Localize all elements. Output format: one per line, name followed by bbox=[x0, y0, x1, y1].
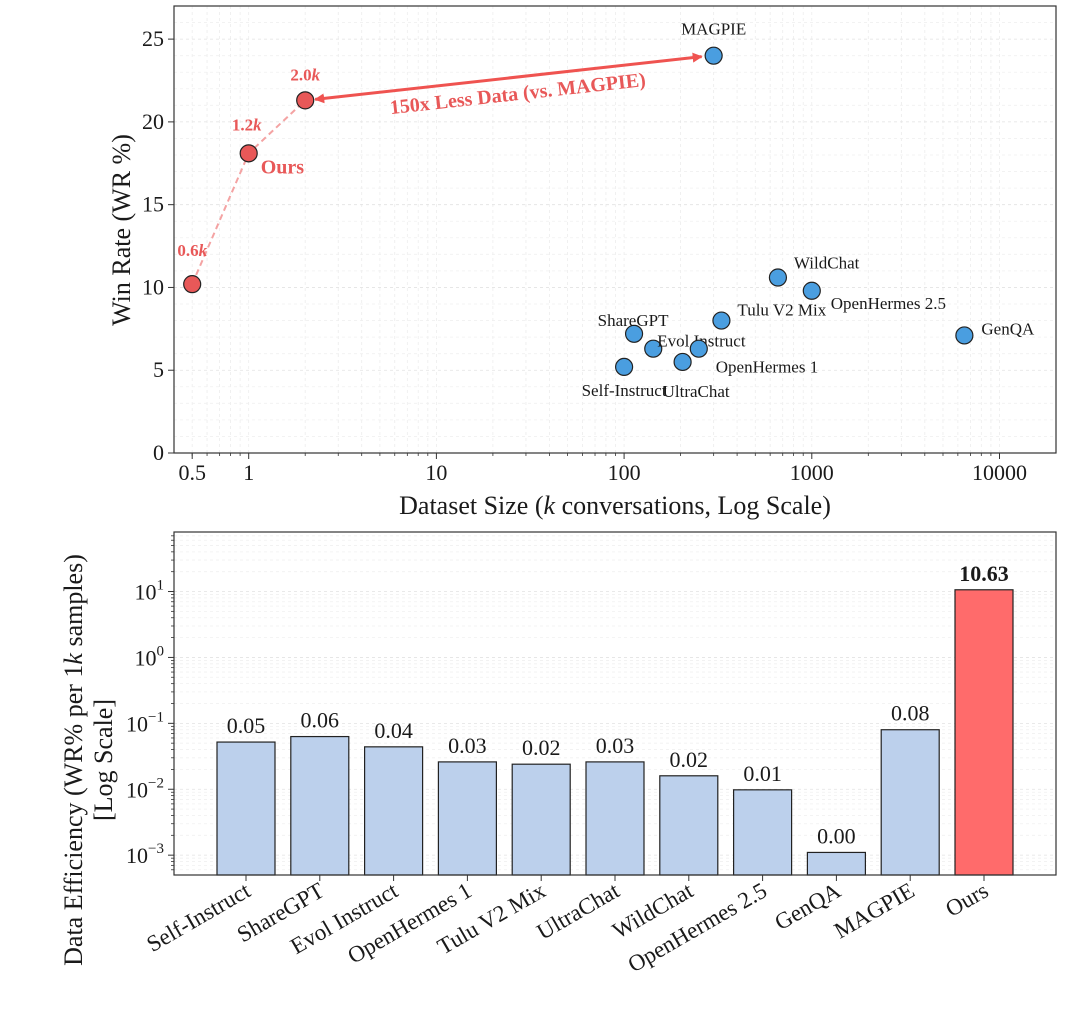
svg-text:[Log Scale]: [Log Scale] bbox=[89, 699, 118, 821]
bar bbox=[659, 775, 719, 876]
x-tick-label: 10 bbox=[425, 460, 447, 485]
bar bbox=[511, 763, 571, 876]
y-tick-label: 20 bbox=[142, 109, 164, 134]
ours-point-label: 2.0k bbox=[290, 65, 320, 84]
baseline-point bbox=[673, 352, 692, 372]
y-tick-label: 10 bbox=[142, 274, 164, 299]
bar bbox=[585, 761, 645, 876]
baseline-point bbox=[624, 324, 644, 343]
baseline-point bbox=[802, 281, 821, 300]
scatter-x-ticks: 0.5 1 10 100 1000 10000 bbox=[178, 453, 1027, 485]
baseline-point-label: WildChat bbox=[794, 254, 860, 273]
bar-category-label: Self-Instruct bbox=[142, 877, 255, 956]
baseline-point bbox=[712, 311, 731, 330]
baseline-point bbox=[644, 339, 663, 358]
baseline-point-label: Tulu V2 Mix bbox=[737, 301, 826, 320]
bar-value-label: 0.02 bbox=[522, 735, 561, 760]
bar-chart: 0.05 0.06 0.04 0.03 0.02 0.03 0.02 0.01 0.00 0.08… bbox=[59, 531, 1057, 977]
bar-value-label: 0.04 bbox=[374, 718, 413, 743]
baseline-point-label: OpenHermes 1 bbox=[716, 358, 818, 377]
baseline-point-label: OpenHermes 2.5 bbox=[831, 294, 946, 313]
bar-category-label: Ours bbox=[941, 878, 992, 922]
bar bbox=[732, 789, 793, 876]
x-tick-label: 1000 bbox=[790, 460, 834, 485]
bar-category-label: MAGPIE bbox=[830, 878, 919, 944]
bar-category-label: UltraChat bbox=[532, 877, 624, 944]
bar-value-label: 10.63 bbox=[959, 561, 1009, 586]
ours-point bbox=[183, 275, 202, 294]
y-tick-label: 15 bbox=[142, 192, 164, 217]
baseline-point bbox=[704, 46, 723, 65]
x-tick-label: 1 bbox=[243, 460, 254, 485]
bar-value-label: 0.06 bbox=[301, 708, 340, 733]
baseline-point-label: Self-Instruct bbox=[582, 381, 667, 400]
bar-series: 0.05 0.06 0.04 0.03 0.02 0.03 0.02 0.01 0.00 0.08… bbox=[216, 561, 1014, 876]
x-tick-label: 0.5 bbox=[178, 460, 206, 485]
y-tick-label: 5 bbox=[153, 357, 164, 382]
baseline-point bbox=[768, 268, 788, 287]
baseline-point-label: UltraChat bbox=[663, 382, 730, 401]
ours-point bbox=[239, 144, 258, 163]
bar-value-label: 0.01 bbox=[743, 761, 782, 786]
scatter-y-axis-label: Win Rate (WR %) bbox=[107, 134, 136, 326]
bar-y-axis-label: Data Efficiency (WR% per 1k samples) [Lo… bbox=[59, 554, 118, 966]
baseline-point bbox=[614, 357, 634, 377]
x-tick-label: 100 bbox=[608, 460, 641, 485]
y-tick-label: 0 bbox=[153, 440, 164, 465]
comparison-arrow bbox=[314, 52, 703, 104]
ours-annotation: Ours bbox=[261, 156, 305, 178]
baseline-point-label: MAGPIE bbox=[681, 20, 746, 39]
ours-point-label: 1.2k bbox=[232, 115, 262, 134]
bar bbox=[437, 761, 497, 876]
bar-value-label: 0.00 bbox=[817, 823, 856, 848]
bar bbox=[216, 741, 276, 876]
bar-value-label: 0.03 bbox=[448, 733, 487, 758]
y-tick-label: 100 bbox=[135, 643, 165, 670]
scatter-plot-frame bbox=[173, 5, 1057, 454]
ours-point bbox=[296, 91, 315, 110]
bar-y-ticks: 10−3 10−2 10−1 100 101 bbox=[126, 535, 174, 871]
y-tick-label: 25 bbox=[142, 26, 164, 51]
bar-value-label: 0.02 bbox=[670, 747, 709, 772]
bar bbox=[290, 735, 350, 876]
bar-value-label: 0.08 bbox=[891, 701, 930, 726]
baseline-point bbox=[955, 326, 974, 345]
baseline-point-label: GenQA bbox=[981, 319, 1035, 338]
scatter-chart: 0 5 10 15 20 25 0.5 1 10 100 1000 10000 0.6k 1.2k 2.… bbox=[107, 5, 1057, 520]
scatter-y-ticks: 0 5 10 15 20 25 bbox=[142, 26, 174, 465]
baseline-point bbox=[689, 339, 708, 358]
bar bbox=[880, 729, 940, 876]
y-tick-label: 10−1 bbox=[126, 709, 164, 736]
bar-value-label: 0.03 bbox=[596, 733, 635, 758]
svg-text:Data Efficiency (WR% per 1k sa: Data Efficiency (WR% per 1k samples) bbox=[59, 554, 88, 966]
bar-category-label: OpenHermes 1 bbox=[343, 878, 476, 969]
y-tick-label: 10−3 bbox=[126, 841, 164, 868]
scatter-x-axis-label: Dataset Size (k conversations, Log Scale… bbox=[399, 491, 831, 520]
scatter-series: 0.6k 1.2k 2.0k MAGPIE WildChat OpenHermes 2.5… bbox=[177, 20, 1035, 401]
bar-value-label: 0.05 bbox=[227, 713, 266, 738]
baseline-point-label: ShareGPT bbox=[598, 311, 669, 330]
y-tick-label: 101 bbox=[135, 578, 165, 605]
y-tick-label: 10−2 bbox=[126, 775, 164, 802]
x-tick-label: 10000 bbox=[972, 460, 1027, 485]
bar bbox=[806, 851, 867, 876]
bar bbox=[364, 746, 424, 876]
ours-point-label: 0.6k bbox=[177, 241, 207, 260]
bar bbox=[954, 589, 1014, 876]
